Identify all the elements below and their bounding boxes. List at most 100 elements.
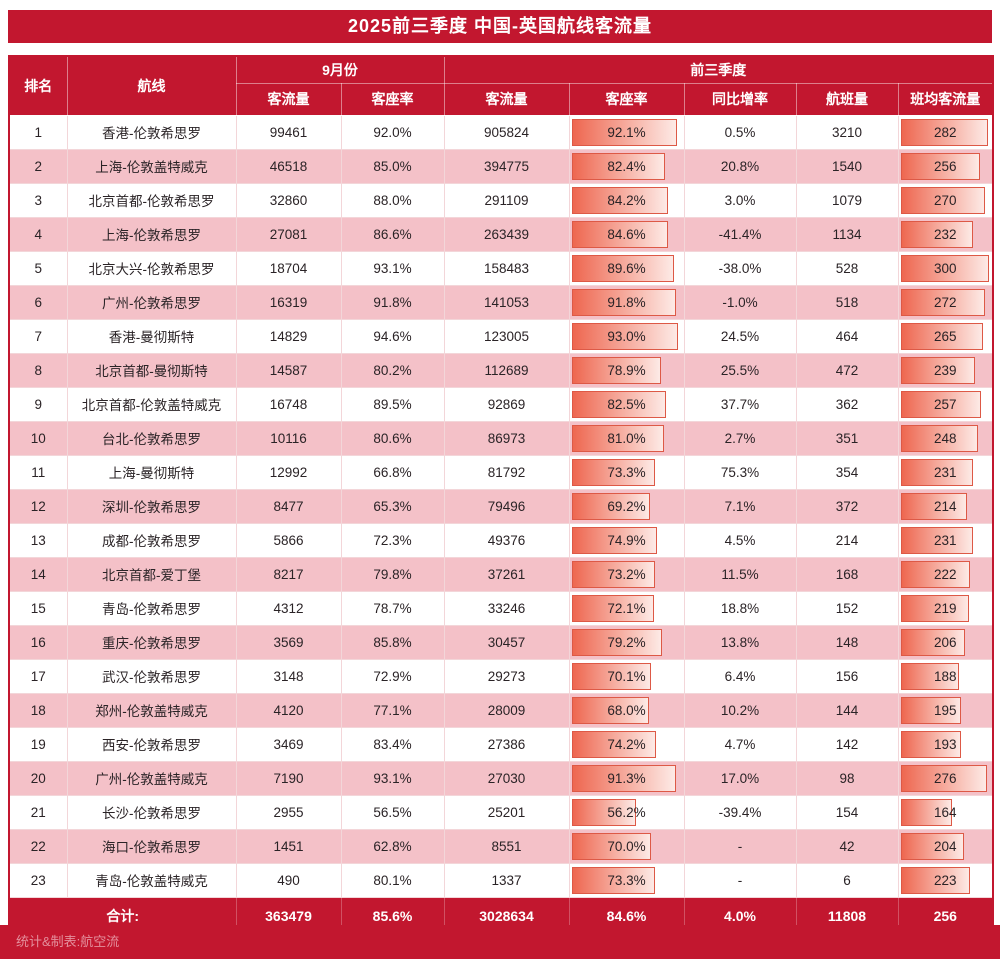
- load-factor-value: 84.2%: [607, 192, 646, 208]
- load-factor-value: 79.2%: [607, 634, 646, 650]
- flights-cell: 168: [795, 556, 899, 592]
- load-factor-bar: [571, 866, 656, 894]
- avg-traffic-bar: [900, 730, 961, 758]
- q3-traffic-cell: 49376: [443, 522, 570, 558]
- load-factor-value: 69.2%: [607, 498, 646, 514]
- rank-cell: 11: [8, 454, 68, 490]
- sep-load-cell: 62.8%: [340, 828, 445, 864]
- sep-load-cell: 78.7%: [340, 590, 445, 626]
- flights-cell: 351: [795, 420, 899, 456]
- rank-cell: 21: [8, 794, 68, 830]
- rank-cell: 20: [8, 760, 68, 796]
- q3-load-cell: 81.0%: [568, 420, 685, 456]
- avg-traffic-value: 219: [934, 600, 957, 616]
- load-factor-bar: [571, 254, 674, 282]
- load-factor-value: 72.1%: [607, 600, 646, 616]
- avg-traffic-value: 214: [934, 498, 957, 514]
- q3-load-cell: 93.0%: [568, 318, 685, 354]
- rank-cell: 12: [8, 488, 68, 524]
- load-factor-value: 93.0%: [607, 328, 646, 344]
- avg-cell: 239: [897, 352, 994, 388]
- route-cell: 上海-伦敦盖特威克: [66, 148, 237, 184]
- q3-load-cell: 82.5%: [568, 386, 685, 422]
- sep-traffic-cell: 10116: [235, 420, 342, 456]
- avg-traffic-bar: [900, 662, 960, 690]
- load-factor-bar: [571, 662, 652, 690]
- yoy-cell: -39.4%: [683, 794, 797, 830]
- avg-cell: 300: [897, 250, 994, 286]
- q3-load-cell: 91.3%: [568, 760, 685, 796]
- yoy-cell: 4.7%: [683, 726, 797, 762]
- route-cell: 台北-伦敦希思罗: [66, 420, 237, 456]
- rank-cell: 14: [8, 556, 68, 592]
- rank-cell: 8: [8, 352, 68, 388]
- load-factor-value: 78.9%: [607, 362, 646, 378]
- avg-traffic-value: 256: [934, 158, 957, 174]
- load-factor-bar: [571, 492, 651, 520]
- avg-traffic-bar: [900, 220, 973, 248]
- yoy-cell: 20.8%: [683, 148, 797, 184]
- avg-traffic-bar: [900, 390, 981, 418]
- sep-load-cell: 93.1%: [340, 250, 445, 286]
- yoy-cell: 13.8%: [683, 624, 797, 660]
- avg-traffic-value: 164: [934, 804, 957, 820]
- yoy-cell: 6.4%: [683, 658, 797, 694]
- rank-cell: 22: [8, 828, 68, 864]
- q3-traffic-cell: 905824: [443, 114, 570, 150]
- route-cell: 青岛-伦敦盖特威克: [66, 862, 237, 898]
- col-header-q3-traffic: 客流量: [443, 82, 570, 116]
- rank-cell: 4: [8, 216, 68, 252]
- sep-traffic-cell: 4312: [235, 590, 342, 626]
- flights-cell: 472: [795, 352, 899, 388]
- avg-traffic-value: 195: [934, 702, 957, 718]
- sep-load-cell: 80.1%: [340, 862, 445, 898]
- q3-traffic-cell: 141053: [443, 284, 570, 320]
- load-factor-value: 73.2%: [607, 566, 646, 582]
- load-factor-bar: [571, 560, 655, 588]
- avg-cell: 256: [897, 148, 994, 184]
- sep-load-cell: 86.6%: [340, 216, 445, 252]
- route-cell: 广州-伦敦希思罗: [66, 284, 237, 320]
- route-cell: 海口-伦敦希思罗: [66, 828, 237, 864]
- yoy-cell: 3.0%: [683, 182, 797, 218]
- avg-traffic-value: 300: [934, 260, 957, 276]
- table-row: 16 重庆-伦敦希思罗 3569 85.8% 30457 79.2% 13.8% 148 206: [8, 624, 994, 660]
- yoy-cell: -: [683, 862, 797, 898]
- col-header-yoy: 同比增率: [683, 82, 797, 116]
- sep-load-cell: 80.6%: [340, 420, 445, 456]
- route-cell: 深圳-伦敦希思罗: [66, 488, 237, 524]
- avg-traffic-bar: [900, 458, 973, 486]
- avg-traffic-bar: [900, 356, 976, 384]
- sep-load-cell: 65.3%: [340, 488, 445, 524]
- route-cell: 广州-伦敦盖特威克: [66, 760, 237, 796]
- table-row: 14 北京首都-爱丁堡 8217 79.8% 37261 73.2% 11.5% 168 222: [8, 556, 994, 592]
- load-factor-value: 74.9%: [607, 532, 646, 548]
- col-header-flights: 航班量: [795, 82, 899, 116]
- load-factor-value: 84.6%: [607, 226, 646, 242]
- sep-load-cell: 92.0%: [340, 114, 445, 150]
- sep-traffic-cell: 8217: [235, 556, 342, 592]
- sep-traffic-cell: 14587: [235, 352, 342, 388]
- flights-cell: 362: [795, 386, 899, 422]
- avg-cell: 248: [897, 420, 994, 456]
- avg-traffic-bar: [900, 186, 985, 214]
- route-cell: 北京首都-爱丁堡: [66, 556, 237, 592]
- sep-load-cell: 77.1%: [340, 692, 445, 728]
- yoy-cell: -1.0%: [683, 284, 797, 320]
- q3-load-cell: 70.1%: [568, 658, 685, 694]
- avg-traffic-value: 231: [934, 464, 957, 480]
- sep-load-cell: 66.8%: [340, 454, 445, 490]
- q3-traffic-cell: 25201: [443, 794, 570, 830]
- avg-cell: 257: [897, 386, 994, 422]
- load-factor-value: 73.3%: [607, 464, 646, 480]
- sep-load-cell: 94.6%: [340, 318, 445, 354]
- avg-traffic-bar: [900, 492, 968, 520]
- flights-cell: 148: [795, 624, 899, 660]
- avg-traffic-value: 188: [934, 668, 957, 684]
- load-factor-bar: [571, 152, 666, 180]
- q3-load-cell: 84.6%: [568, 216, 685, 252]
- table-row: 13 成都-伦敦希思罗 5866 72.3% 49376 74.9% 4.5% 214 231: [8, 522, 994, 558]
- sep-load-cell: 56.5%: [340, 794, 445, 830]
- sep-traffic-cell: 1451: [235, 828, 342, 864]
- sep-load-cell: 85.8%: [340, 624, 445, 660]
